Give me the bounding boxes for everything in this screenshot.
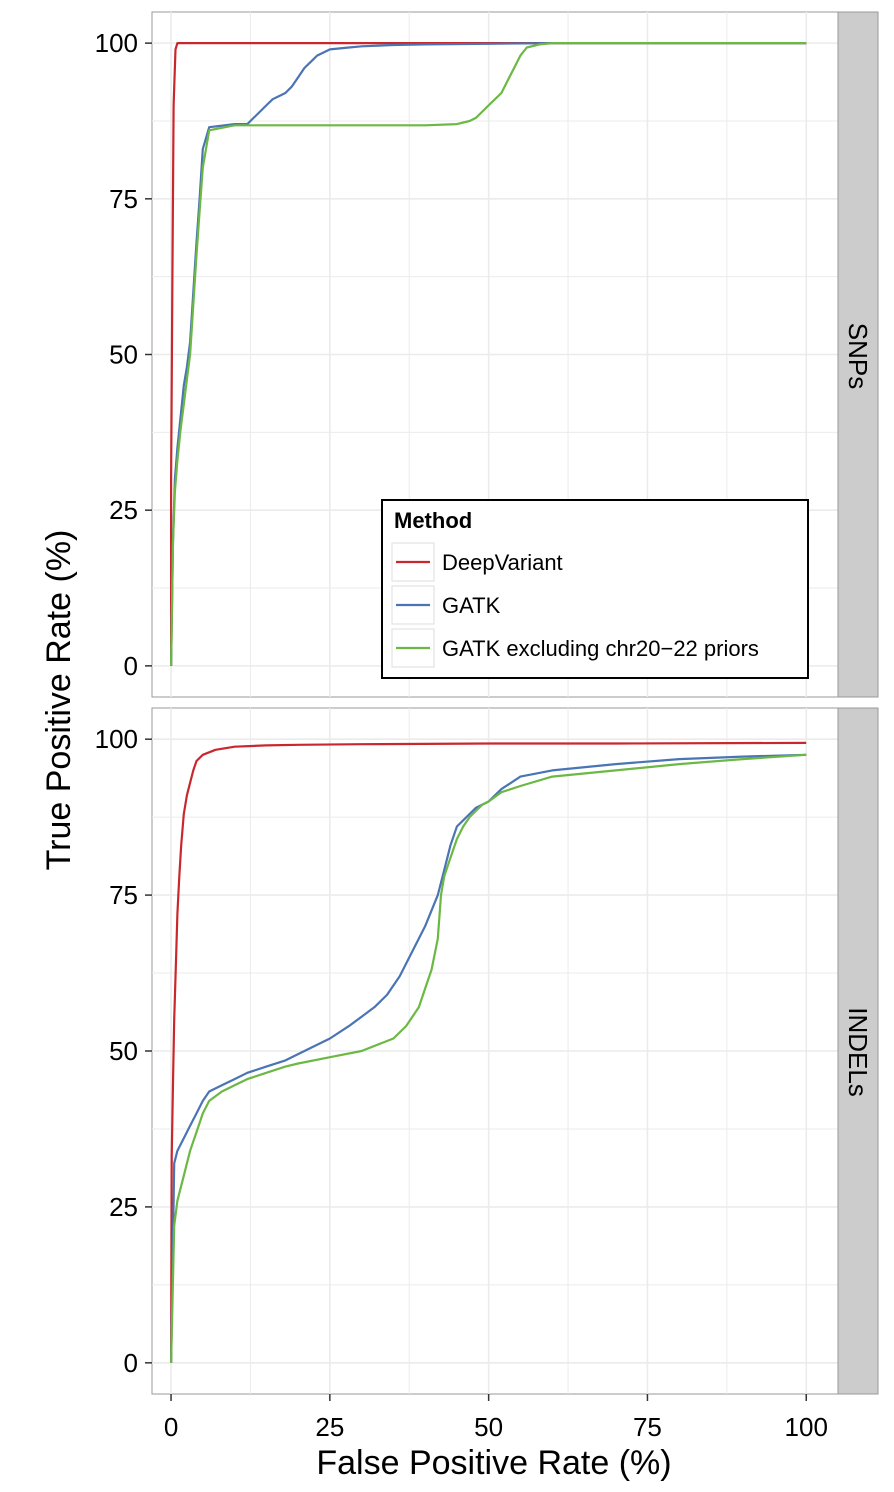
x-tick-label: 50 — [474, 1412, 503, 1442]
y-tick-label: 25 — [109, 1192, 138, 1222]
legend-label-gatk-excluding: GATK excluding chr20−22 priors — [442, 636, 759, 661]
x-tick-label: 100 — [785, 1412, 828, 1442]
legend: Method DeepVariant GATK GATK excluding c… — [381, 499, 809, 679]
series-line-deepvariant — [170, 741, 807, 1363]
panel-indels-y-ticks: 0 25 50 75 100 — [95, 724, 152, 1378]
x-tick-label: 75 — [633, 1412, 662, 1442]
x-tick-label: 25 — [315, 1412, 344, 1442]
legend-box — [381, 499, 809, 679]
y-tick-label: 25 — [109, 495, 138, 525]
series-line-gatk — [170, 42, 807, 666]
panel-indels-lines — [170, 741, 807, 1363]
legend-title: Method — [394, 508, 472, 533]
x-tick-label: 0 — [164, 1412, 178, 1442]
series-line-deepvariant — [170, 42, 807, 666]
series-line-gatk-excluding-chr20-22-priors — [170, 42, 807, 666]
y-tick-label: 75 — [109, 880, 138, 910]
y-tick-label: 50 — [109, 1036, 138, 1066]
y-tick-label: 100 — [95, 724, 138, 754]
x-axis-title: False Positive Rate (%) — [316, 1444, 671, 1482]
series-line-gatk — [170, 753, 807, 1363]
strip-snps-background — [837, 11, 879, 698]
y-axis-title: True Positive Rate (%) — [40, 530, 78, 871]
panel-indels: 0 25 50 75 100 INDELs — [95, 707, 879, 1395]
panel-snps-y-ticks: 0 25 50 75 100 — [95, 28, 152, 681]
y-tick-label: 75 — [109, 184, 138, 214]
panel-snps-lines — [170, 42, 807, 666]
panel-indels-grid — [152, 708, 838, 1394]
strip-label-indels: INDELs — [843, 1007, 873, 1097]
y-tick-label: 0 — [124, 1348, 138, 1378]
legend-label-deepvariant: DeepVariant — [442, 550, 563, 575]
y-tick-label: 0 — [124, 651, 138, 681]
x-axis-ticks: 0 25 50 75 100 — [164, 1394, 828, 1442]
y-tick-label: 50 — [109, 340, 138, 370]
series-line-gatk-excluding-chr20-22-priors — [170, 753, 807, 1363]
strip-label-snps: SNPs — [843, 323, 873, 389]
strip-indels-background — [837, 707, 879, 1395]
legend-label-gatk: GATK — [442, 593, 501, 618]
y-tick-label: 100 — [95, 28, 138, 58]
